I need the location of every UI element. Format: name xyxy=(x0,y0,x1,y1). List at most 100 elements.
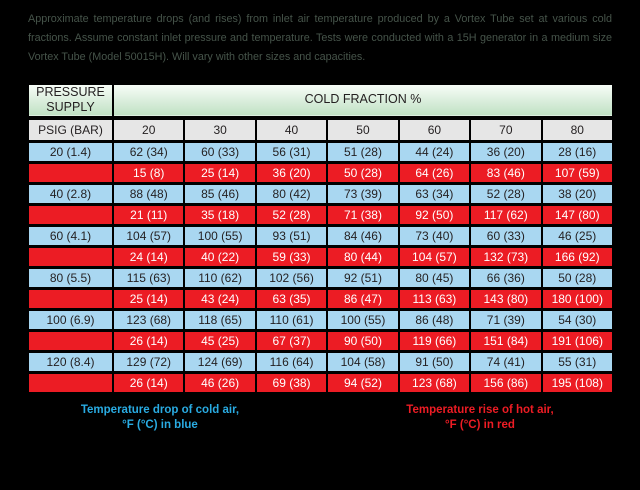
cold-fraction-value: 70 xyxy=(469,116,543,144)
cold-temp-cell: 91 (50) xyxy=(397,350,472,375)
cold-temp-cell: 129 (72) xyxy=(111,350,186,375)
legend-hot-air: Temperature rise of hot air, °F (°C) in … xyxy=(320,403,640,433)
cold-temp-cell: 56 (31) xyxy=(254,140,329,165)
pressure-value: 120 (8.4) xyxy=(27,350,114,375)
cold-temp-cell: 60 (33) xyxy=(183,140,257,165)
cold-temp-cell: 54 (30) xyxy=(540,308,615,333)
cold-temp-cell: 100 (55) xyxy=(183,224,257,249)
cold-temp-cell: 93 (51) xyxy=(254,224,329,249)
temperature-table: PRESSURE SUPPLY COLD FRACTION % PSIG (BAR… xyxy=(27,81,615,396)
pressure-value: 20 (1.4) xyxy=(27,140,114,165)
hot-temp-cell: 43 (24) xyxy=(183,287,257,312)
hot-temp-cell: 180 (100) xyxy=(540,287,615,312)
hot-temp-cell: 21 (11) xyxy=(111,203,186,228)
hot-temp-cell: 117 (62) xyxy=(469,203,543,228)
hot-air-row: 25 (14) 43 (24) 63 (35) 86 (47) 113 (63) 143 … xyxy=(27,287,615,312)
cold-temp-cell: 84 (46) xyxy=(326,224,400,249)
cold-fraction-header: COLD FRACTION % xyxy=(112,81,614,120)
cold-air-row: 100 (6.9) 123 (68) 118 (65) 110 (61) 100 (55… xyxy=(27,308,615,333)
hot-temp-cell: 147 (80) xyxy=(540,203,615,228)
hot-air-row: 26 (14) 46 (26) 69 (38) 94 (52) 123 (68) 156 … xyxy=(27,371,615,396)
cold-temp-cell: 36 (20) xyxy=(469,140,543,165)
pressure-supply-line1: PRESSURE xyxy=(36,84,105,99)
legend-cold-line1: Temperature drop of cold air, xyxy=(80,404,240,417)
cold-temp-cell: 74 (41) xyxy=(469,350,543,375)
pressure-empty-cell xyxy=(27,371,114,396)
hot-temp-cell: 69 (38) xyxy=(254,371,329,396)
hot-temp-cell: 90 (50) xyxy=(326,329,400,354)
hot-temp-cell: 86 (47) xyxy=(326,287,400,312)
hot-temp-cell: 59 (33) xyxy=(254,245,329,270)
pressure-supply-line2: SUPPLY xyxy=(46,100,95,115)
hot-temp-cell: 36 (20) xyxy=(254,161,329,186)
cold-temp-cell: 63 (34) xyxy=(397,182,472,207)
cold-temp-cell: 62 (34) xyxy=(111,140,186,165)
hot-temp-cell: 195 (108) xyxy=(540,371,615,396)
hot-temp-cell: 64 (26) xyxy=(397,161,472,186)
hot-air-row: 26 (14) 45 (25) 67 (37) 90 (50) 119 (66) 151 … xyxy=(27,329,615,354)
hot-temp-cell: 26 (14) xyxy=(111,329,186,354)
cold-fraction-value: 60 xyxy=(397,116,472,144)
cold-temp-cell: 115 (63) xyxy=(111,266,186,291)
cold-fraction-value: 50 xyxy=(326,116,400,144)
psig-bar-header: PSIG (BAR) xyxy=(27,116,114,144)
pressure-empty-cell xyxy=(27,161,114,186)
cold-fraction-value: 30 xyxy=(183,116,257,144)
table-subheader-row: PSIG (BAR) 20 30 40 50 60 70 80 xyxy=(27,116,615,144)
legend-hot-line1: Temperature rise of hot air, xyxy=(406,404,554,417)
cold-temp-cell: 88 (48) xyxy=(111,182,186,207)
cold-temp-cell: 85 (46) xyxy=(183,182,257,207)
cold-temp-cell: 110 (62) xyxy=(183,266,257,291)
cold-air-row: 120 (8.4) 129 (72) 124 (69) 116 (64) 104 (58… xyxy=(27,350,615,375)
cold-temp-cell: 118 (65) xyxy=(183,308,257,333)
hot-temp-cell: 67 (37) xyxy=(254,329,329,354)
hot-temp-cell: 123 (68) xyxy=(397,371,472,396)
hot-temp-cell: 40 (22) xyxy=(183,245,257,270)
hot-temp-cell: 35 (18) xyxy=(183,203,257,228)
cold-temp-cell: 73 (39) xyxy=(326,182,400,207)
legend-cold-line2: °F (°C) in blue xyxy=(122,419,198,432)
hot-temp-cell: 50 (28) xyxy=(326,161,400,186)
hot-temp-cell: 92 (50) xyxy=(397,203,472,228)
hot-temp-cell: 94 (52) xyxy=(326,371,400,396)
hot-temp-cell: 26 (14) xyxy=(111,371,186,396)
cold-temp-cell: 86 (48) xyxy=(397,308,472,333)
cold-temp-cell: 123 (68) xyxy=(111,308,186,333)
cold-temp-cell: 102 (56) xyxy=(254,266,329,291)
hot-temp-cell: 80 (44) xyxy=(326,245,400,270)
pressure-value: 100 (6.9) xyxy=(27,308,114,333)
legend-cold-air: Temperature drop of cold air, °F (°C) in… xyxy=(0,403,320,433)
cold-temp-cell: 66 (36) xyxy=(469,266,543,291)
cold-temp-cell: 110 (61) xyxy=(254,308,329,333)
cold-temp-cell: 60 (33) xyxy=(469,224,543,249)
cold-temp-cell: 44 (24) xyxy=(397,140,472,165)
hot-temp-cell: 71 (38) xyxy=(326,203,400,228)
hot-temp-cell: 107 (59) xyxy=(540,161,615,186)
hot-temp-cell: 151 (84) xyxy=(469,329,543,354)
cold-temp-cell: 80 (45) xyxy=(397,266,472,291)
cold-air-row: 80 (5.5) 115 (63) 110 (62) 102 (56) 92 (51) 8… xyxy=(27,266,615,291)
hot-temp-cell: 166 (92) xyxy=(540,245,615,270)
hot-temp-cell: 25 (14) xyxy=(183,161,257,186)
pressure-empty-cell xyxy=(27,203,114,228)
table-header-row: PRESSURE SUPPLY COLD FRACTION % xyxy=(27,81,614,120)
legend: Temperature drop of cold air, °F (°C) in… xyxy=(0,403,640,433)
pressure-empty-cell xyxy=(27,287,114,312)
cold-temp-cell: 100 (55) xyxy=(326,308,400,333)
hot-air-row: 21 (11) 35 (18) 52 (28) 71 (38) 92 (50) 117 (… xyxy=(27,203,615,228)
hot-temp-cell: 119 (66) xyxy=(397,329,472,354)
pressure-value: 60 (4.1) xyxy=(27,224,114,249)
hot-air-row: 24 (14) 40 (22) 59 (33) 80 (44) 104 (57) 132 … xyxy=(27,245,615,270)
cold-temp-cell: 104 (57) xyxy=(111,224,186,249)
cold-temp-cell: 28 (16) xyxy=(540,140,615,165)
cold-fraction-value: 20 xyxy=(111,116,186,144)
hot-air-row: 15 (8) 25 (14) 36 (20) 50 (28) 64 (26) 83 (46… xyxy=(27,161,615,186)
pressure-supply-header: PRESSURE SUPPLY xyxy=(27,81,114,120)
cold-air-row: 60 (4.1) 104 (57) 100 (55) 93 (51) 84 (46) 73… xyxy=(27,224,615,249)
cold-temp-cell: 73 (40) xyxy=(397,224,472,249)
hot-temp-cell: 191 (106) xyxy=(540,329,615,354)
intro-text: Approximate temperature drops (and rises… xyxy=(28,13,612,63)
cold-temp-cell: 80 (42) xyxy=(254,182,329,207)
cold-fraction-value: 40 xyxy=(254,116,329,144)
cold-fraction-value: 80 xyxy=(540,116,615,144)
